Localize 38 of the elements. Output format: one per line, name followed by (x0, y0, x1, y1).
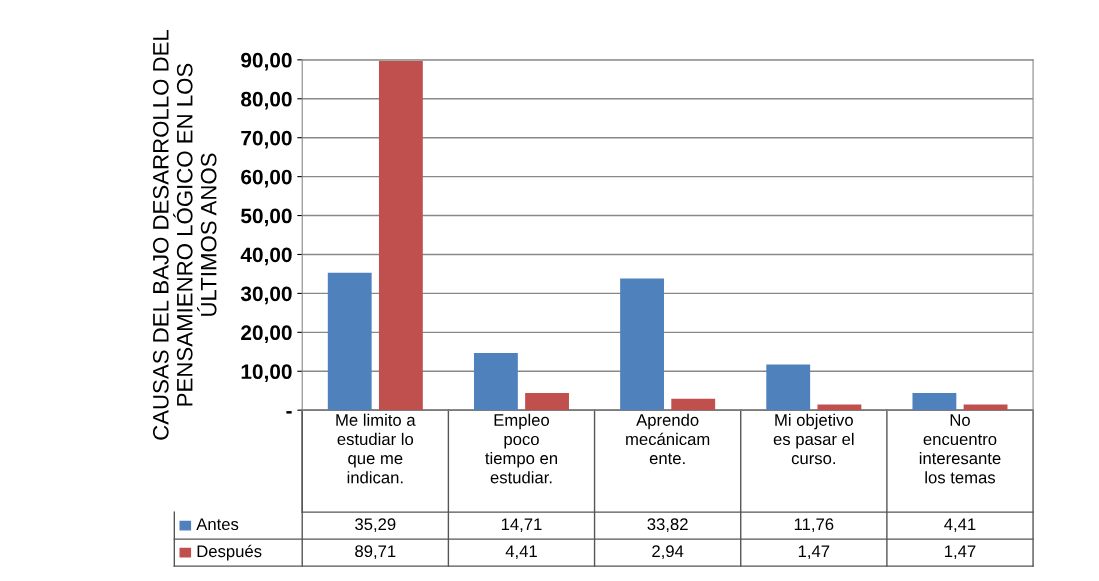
data-label: 14,71 (501, 518, 542, 533)
y-tick-label: 70,00 (241, 130, 292, 149)
bar (473, 352, 518, 411)
bar (963, 404, 1008, 411)
data-label: 1,47 (798, 545, 830, 560)
y-axis-title: CAUSAS DEL BAJO DESARROLLO DEL PENSAMIENRO LÓGICO EN LOS ÚLTIMOS ANOS (152, 29, 217, 440)
legend-label: Después (197, 544, 262, 561)
x-tick-label: Mi objetivo es pasar el curso. (773, 413, 854, 465)
bar (817, 404, 862, 411)
y-tick-label: 30,00 (240, 286, 292, 305)
x-tick-label: Me limito a estudiar lo que me indican. (336, 413, 416, 484)
y-tick-label: 90,00 (241, 52, 292, 71)
y-tick-label: 40,00 (240, 247, 292, 266)
data-label: 89,71 (355, 545, 396, 560)
data-label: 4,41 (505, 545, 537, 560)
bar (378, 60, 423, 411)
y-tick-label: 80,00 (241, 91, 292, 110)
bar (671, 398, 716, 411)
legend-label: Antes (196, 518, 239, 531)
data-label: 33,82 (647, 518, 688, 533)
y-tick-label: 20,00 (241, 325, 292, 344)
data-label: 2,94 (652, 545, 684, 560)
y-tick-label: - (286, 411, 292, 414)
x-tick-label: Empleo poco tiempo en estudiar. (485, 413, 557, 484)
x-tick-label: Aprendo mecánicam ente. (626, 413, 710, 465)
bar (327, 272, 372, 411)
data-label: 1,47 (945, 545, 976, 560)
x-tick-label: No encuentro interesante los temas (919, 414, 1001, 484)
bar (525, 393, 569, 411)
bar (620, 278, 664, 411)
y-tick-label: 50,00 (241, 208, 292, 227)
y-tick-label: 10,00 (241, 364, 292, 383)
y-tick-label: 60,00 (241, 169, 292, 188)
bar (766, 364, 811, 411)
data-label: 4,41 (944, 518, 976, 533)
data-label: 35,29 (355, 518, 396, 533)
bar (912, 393, 957, 411)
data-label: 11,76 (794, 518, 834, 533)
